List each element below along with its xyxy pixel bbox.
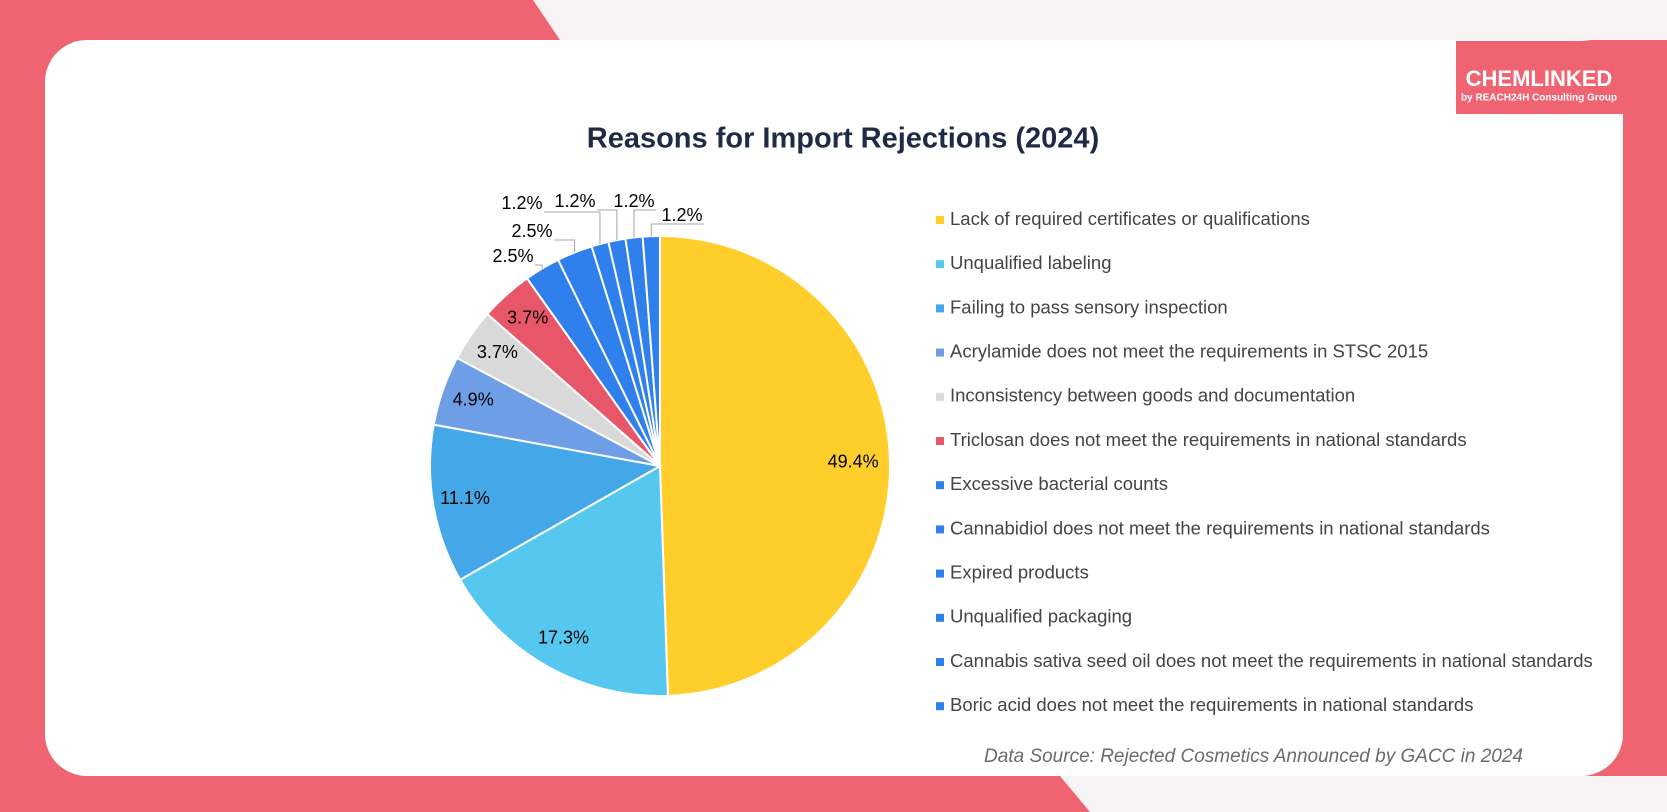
legend-label: Inconsistency between goods and document… — [950, 385, 1355, 406]
legend-swatch — [936, 702, 944, 711]
legend-label: Unqualified labeling — [950, 252, 1111, 273]
data-label: 1.2% — [554, 191, 595, 211]
legend-swatch — [936, 437, 944, 445]
data-label: 2.5% — [492, 246, 533, 266]
legend-swatch — [936, 658, 944, 666]
legend-label: Failing to pass sensory inspection — [950, 296, 1228, 317]
data-label: 2.5% — [511, 221, 552, 241]
leader-line — [544, 211, 601, 244]
legend-swatch — [936, 392, 944, 401]
chart-title: Reasons for Import Rejections (2024) — [587, 123, 1099, 155]
data-label: 1.2% — [661, 205, 702, 225]
bg-band — [1060, 776, 1667, 812]
pie-slice — [641, 234, 661, 467]
legend-label: Expired products — [950, 561, 1089, 582]
data-label: 3.7% — [477, 342, 518, 362]
legend-label: Acrylamide does not meet the requirement… — [950, 340, 1428, 361]
logo-name: CHEMLINKED — [1466, 66, 1613, 91]
legend-swatch — [936, 613, 944, 622]
data-label: 49.4% — [828, 451, 879, 471]
leader-line — [650, 223, 704, 237]
logo-tagline: by REACH24H Consulting Group — [1461, 93, 1617, 104]
legend-label: Cannabidiol does not meet the requiremen… — [950, 517, 1490, 538]
data-label: 1.2% — [613, 191, 654, 211]
pie-slice — [458, 464, 669, 697]
legend-swatch — [936, 481, 944, 490]
legend-swatch — [936, 525, 944, 534]
data-label: 17.3% — [538, 627, 589, 647]
leader-line — [633, 209, 656, 238]
legend-swatch — [936, 216, 944, 224]
pie-slice — [659, 234, 891, 697]
leader-line — [554, 239, 576, 253]
logo-box — [1456, 41, 1623, 114]
legend-swatch — [936, 304, 944, 313]
source-note: Data Source: Rejected Cosmetics Announce… — [984, 746, 1523, 767]
legend-label: Boric acid does not meet the requirement… — [950, 694, 1473, 715]
data-label: 3.7% — [507, 308, 548, 328]
data-label: 11.1% — [440, 488, 490, 508]
leader-line — [597, 209, 618, 241]
legend-label: Triclosan does not meet the requirements… — [950, 429, 1467, 450]
legend-swatch — [936, 260, 944, 269]
legend-label: Lack of required certificates or qualifi… — [950, 208, 1310, 229]
legend-label: Excessive bacterial counts — [950, 473, 1168, 494]
legend-label: Cannabis sativa seed oil does not meet t… — [950, 650, 1593, 671]
legend-label: Unqualified packaging — [950, 606, 1132, 627]
leader-line — [535, 264, 543, 269]
bg-band — [533, 0, 1667, 40]
data-label: 4.9% — [453, 390, 494, 410]
legend-swatch — [936, 569, 944, 578]
pie-slice — [429, 423, 663, 582]
data-label: 1.2% — [501, 193, 542, 213]
legend-swatch — [936, 348, 944, 357]
